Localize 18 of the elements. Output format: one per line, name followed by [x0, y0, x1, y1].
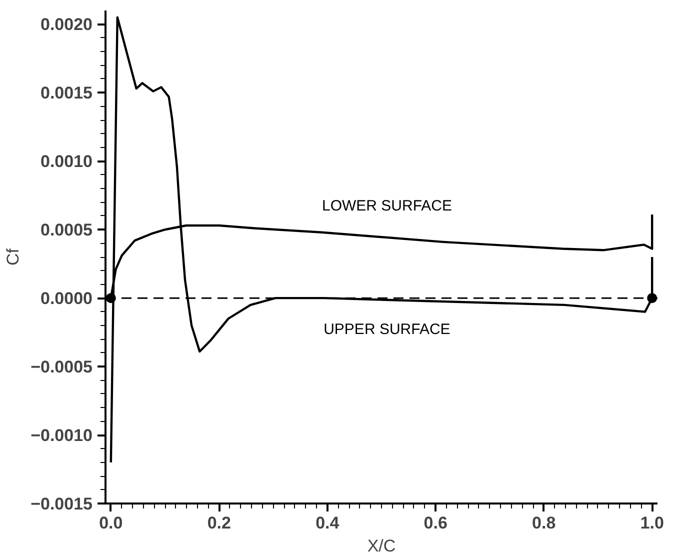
y-tick-label: 0.0005: [40, 220, 93, 240]
x-tick-label: 0.4: [316, 514, 340, 532]
y-tick-label: 0.0000: [40, 289, 93, 308]
y-tick-label: 0.0020: [40, 15, 93, 34]
y-tick-label: 0.0010: [40, 152, 93, 172]
y-tick-label: −0.0010: [30, 426, 93, 446]
x-tick-label: 0.8: [532, 514, 556, 532]
x-tick-label: 0.6: [424, 514, 448, 532]
x-tick-label: 0.0: [99, 514, 123, 532]
series-label: LOWER SURFACE: [322, 197, 452, 214]
series-label: UPPER SURFACE: [324, 321, 450, 338]
y-tick-label: −0.0005: [30, 358, 93, 377]
y-tick-label: 0.0015: [40, 84, 93, 103]
y-tick-label: −0.0015: [30, 494, 93, 514]
y-axis-title: Cf: [4, 248, 23, 266]
x-tick-label: 1.0: [640, 514, 664, 532]
x-tick-label: 0.2: [207, 514, 231, 532]
x-axis-title: X/C: [367, 536, 396, 556]
